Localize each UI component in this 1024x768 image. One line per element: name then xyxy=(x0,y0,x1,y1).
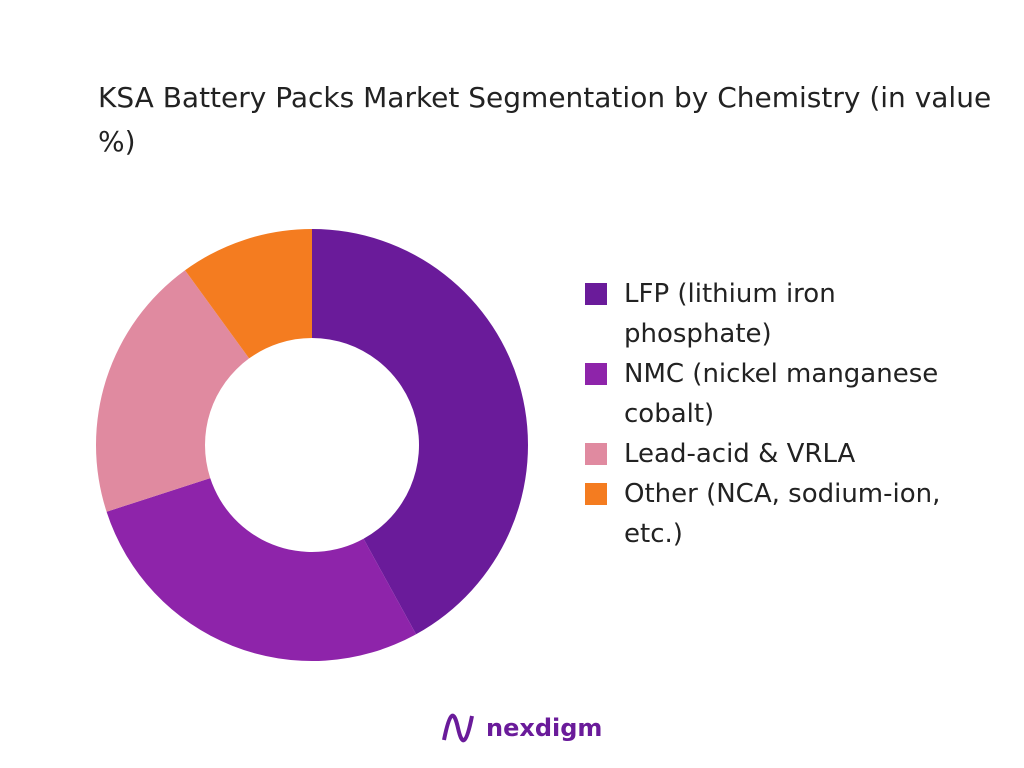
legend: LFP (lithium iron phosphate) NMC (nickel … xyxy=(585,274,945,554)
legend-label: LFP (lithium iron phosphate) xyxy=(624,279,836,349)
legend-swatch xyxy=(585,363,607,385)
donut-slice xyxy=(185,229,312,359)
chart-title: KSA Battery Packs Market Segmentation by… xyxy=(98,81,992,158)
legend-label: Other (NCA, sodium-ion, etc.) xyxy=(624,479,941,549)
legend-label: Lead-acid & VRLA xyxy=(624,439,856,469)
legend-item: NMC (nickel manganese cobalt) xyxy=(585,354,945,434)
logo: nexdigm xyxy=(440,710,602,746)
logo-icon xyxy=(442,713,474,743)
donut-slice xyxy=(312,229,528,635)
legend-item: Other (NCA, sodium-ion, etc.) xyxy=(585,474,945,554)
legend-item: LFP (lithium iron phosphate) xyxy=(585,274,945,354)
legend-label: NMC (nickel manganese cobalt) xyxy=(624,359,939,429)
chart xyxy=(95,229,528,661)
legend-swatch xyxy=(585,483,607,505)
donut-slice xyxy=(95,270,250,512)
legend-swatch xyxy=(585,283,607,305)
legend-swatch xyxy=(585,443,607,465)
donut-slice xyxy=(106,478,417,661)
logo-text: nexdigm xyxy=(486,714,603,742)
legend-item: Lead-acid & VRLA xyxy=(585,434,945,474)
